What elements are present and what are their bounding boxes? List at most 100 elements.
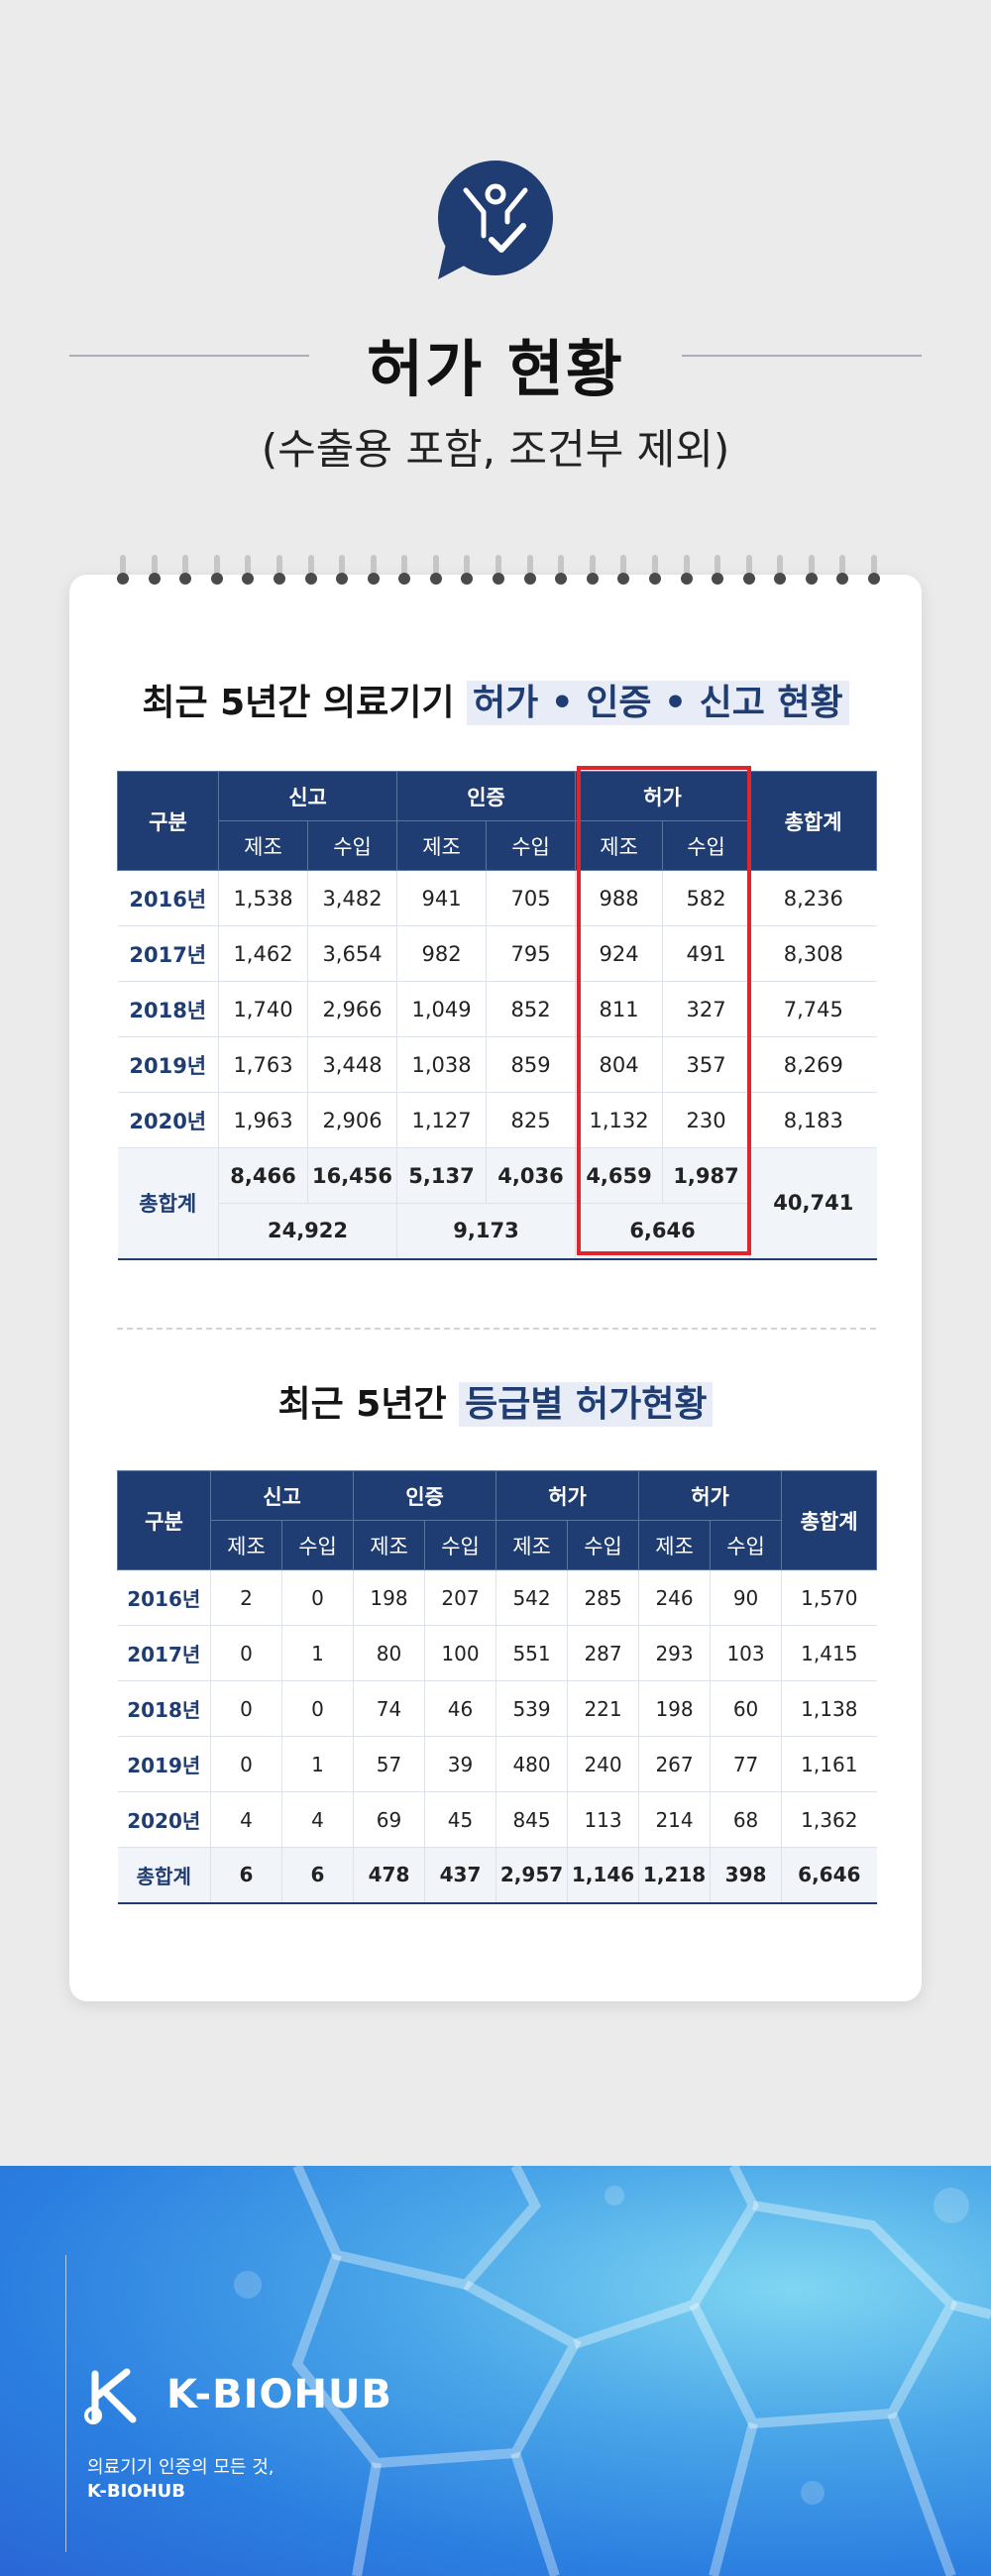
ring-binding bbox=[617, 555, 629, 590]
table-cell: 285 bbox=[567, 1569, 639, 1626]
footer-tagline: 의료기기 인증의 모든 것, bbox=[87, 2457, 275, 2478]
section2-title: 최근 5년간 등급별 허가현황 bbox=[69, 1375, 922, 1427]
table-cell: 207 bbox=[424, 1569, 496, 1626]
ring-binding bbox=[305, 555, 317, 590]
header-total: 총합계 bbox=[781, 1470, 878, 1570]
header-group-report: 신고 bbox=[217, 771, 398, 821]
row-year: 2016년 bbox=[117, 870, 219, 926]
ring-binding bbox=[242, 555, 254, 590]
total-cell: 6 bbox=[210, 1847, 282, 1904]
table-cell: 845 bbox=[496, 1791, 568, 1848]
row-year: 2020년 bbox=[117, 1092, 219, 1148]
table-cell: 924 bbox=[575, 925, 663, 982]
header-group-report: 신고 bbox=[209, 1470, 355, 1521]
section2-title-highlight: 등급별 허가현황 bbox=[459, 1382, 714, 1427]
table-row: 2016년 2 0 198 207 542 285 246 90 1,570 bbox=[117, 1569, 877, 1626]
total-cell: 478 bbox=[353, 1847, 425, 1904]
divider-left bbox=[69, 355, 309, 357]
table-cell: 80 bbox=[353, 1625, 425, 1681]
header-import: 수입 bbox=[306, 820, 398, 871]
table-cell: 1,127 bbox=[396, 1092, 487, 1148]
totals-row: 총합계 6 6 478 437 2,957 1,146 1,218 398 6,… bbox=[117, 1847, 877, 1904]
table-cell: 0 bbox=[210, 1625, 282, 1681]
row-year: 2019년 bbox=[117, 1036, 219, 1093]
page-subtitle: (수출용 포함, 조건부 제외) bbox=[261, 425, 730, 474]
row-total: 1,362 bbox=[781, 1791, 877, 1848]
ring-binding bbox=[336, 555, 348, 590]
k-biohub-logo-icon bbox=[81, 2362, 151, 2431]
row-total: 1,161 bbox=[781, 1736, 877, 1792]
table-cell: 198 bbox=[638, 1680, 711, 1737]
footer-banner: K-BIOHUB 의료기기 인증의 모든 것, K-BIOHUB bbox=[0, 2166, 991, 2576]
header-group-certification: 인증 bbox=[396, 771, 577, 821]
row-total: 1,138 bbox=[781, 1680, 877, 1737]
header-import: 수입 bbox=[567, 1520, 640, 1570]
ring-binding bbox=[274, 555, 285, 590]
header-group-certification: 인증 bbox=[353, 1470, 497, 1521]
table-cell: 327 bbox=[662, 981, 750, 1037]
totals-label: 총합계 bbox=[117, 1847, 211, 1904]
table-cell: 357 bbox=[662, 1036, 750, 1093]
total-cell: 16,456 bbox=[306, 1147, 397, 1204]
section1-title: 최근 5년간 의료기기 허가 • 인증 • 신고 현황 bbox=[69, 674, 922, 725]
row-year: 2020년 bbox=[117, 1791, 211, 1848]
row-year: 2018년 bbox=[117, 1680, 211, 1737]
table-cell: 214 bbox=[638, 1791, 711, 1848]
total-cell: 437 bbox=[424, 1847, 496, 1904]
table-cell: 705 bbox=[486, 870, 576, 926]
ring-binding bbox=[806, 555, 818, 590]
person-check-chat-icon bbox=[432, 157, 559, 283]
table-row: 2019년 0 1 57 39 480 240 267 77 1,161 bbox=[117, 1736, 877, 1792]
ring-binding bbox=[868, 555, 880, 590]
table-cell: 825 bbox=[486, 1092, 576, 1148]
table-cell: 69 bbox=[353, 1791, 425, 1848]
ring-binding bbox=[587, 555, 599, 590]
table-cell: 1,049 bbox=[396, 981, 487, 1037]
table-cell: 1 bbox=[280, 1625, 354, 1681]
footer-divider bbox=[65, 2255, 66, 2552]
header-total: 총합계 bbox=[749, 771, 878, 871]
table-cell: 3,654 bbox=[306, 925, 397, 982]
table-cell: 246 bbox=[638, 1569, 711, 1626]
ring-binding bbox=[461, 555, 473, 590]
table-cell: 859 bbox=[486, 1036, 576, 1093]
table-cell: 811 bbox=[575, 981, 663, 1037]
notepad-card: 최근 5년간 의료기기 허가 • 인증 • 신고 현황 구분 신고 인증 허가 … bbox=[69, 575, 922, 2001]
table-cell: 539 bbox=[496, 1680, 568, 1737]
section2-title-prefix: 최근 5년간 bbox=[277, 1384, 460, 1425]
table-cell: 2 bbox=[210, 1569, 282, 1626]
table-cell: 293 bbox=[638, 1625, 711, 1681]
table-row: 2018년 0 0 74 46 539 221 198 60 1,138 bbox=[117, 1680, 877, 1737]
table-cell: 491 bbox=[662, 925, 750, 982]
grand-total: 40,741 bbox=[749, 1147, 877, 1260]
totals-row: 총합계 8,466 16,456 5,137 4,036 4,659 1,987… bbox=[117, 1147, 877, 1260]
table-cell: 39 bbox=[424, 1736, 496, 1792]
header-manufacture: 제조 bbox=[396, 820, 488, 871]
table-cell: 57 bbox=[353, 1736, 425, 1792]
total-cell: 1,987 bbox=[662, 1147, 750, 1204]
group-sum-certification: 9,173 bbox=[396, 1203, 576, 1260]
table-cell: 3,482 bbox=[306, 870, 397, 926]
header-category: 구분 bbox=[117, 771, 219, 871]
table-cell: 988 bbox=[575, 870, 663, 926]
grand-total: 6,646 bbox=[781, 1847, 877, 1904]
table-row: 2016년 1,538 3,482 941 705 988 582 8,236 bbox=[117, 870, 877, 926]
table-cell: 941 bbox=[396, 870, 487, 926]
table-cell: 795 bbox=[486, 925, 576, 982]
ring-binding bbox=[149, 555, 161, 590]
table-cell: 198 bbox=[353, 1569, 425, 1626]
header-manufacture: 제조 bbox=[353, 1520, 426, 1570]
table-cell: 0 bbox=[280, 1680, 354, 1737]
grade-approval-table: 구분 신고 인증 허가 허가 총합계 제조 수입 제조 수입 제조 수입 제조 … bbox=[117, 1470, 878, 1904]
ring-binding bbox=[712, 555, 723, 590]
table-cell: 74 bbox=[353, 1680, 425, 1737]
row-year: 2017년 bbox=[117, 925, 219, 982]
title-row: 허가 현황 bbox=[0, 309, 991, 405]
table-cell: 230 bbox=[662, 1092, 750, 1148]
table-cell: 1,132 bbox=[575, 1092, 663, 1148]
header-import: 수입 bbox=[280, 1520, 355, 1570]
total-cell: 398 bbox=[710, 1847, 782, 1904]
table-row: 2017년 1,462 3,654 982 795 924 491 8,308 bbox=[117, 925, 877, 982]
header-category: 구분 bbox=[117, 1470, 211, 1570]
page-title: 허가 현황 bbox=[367, 333, 624, 405]
